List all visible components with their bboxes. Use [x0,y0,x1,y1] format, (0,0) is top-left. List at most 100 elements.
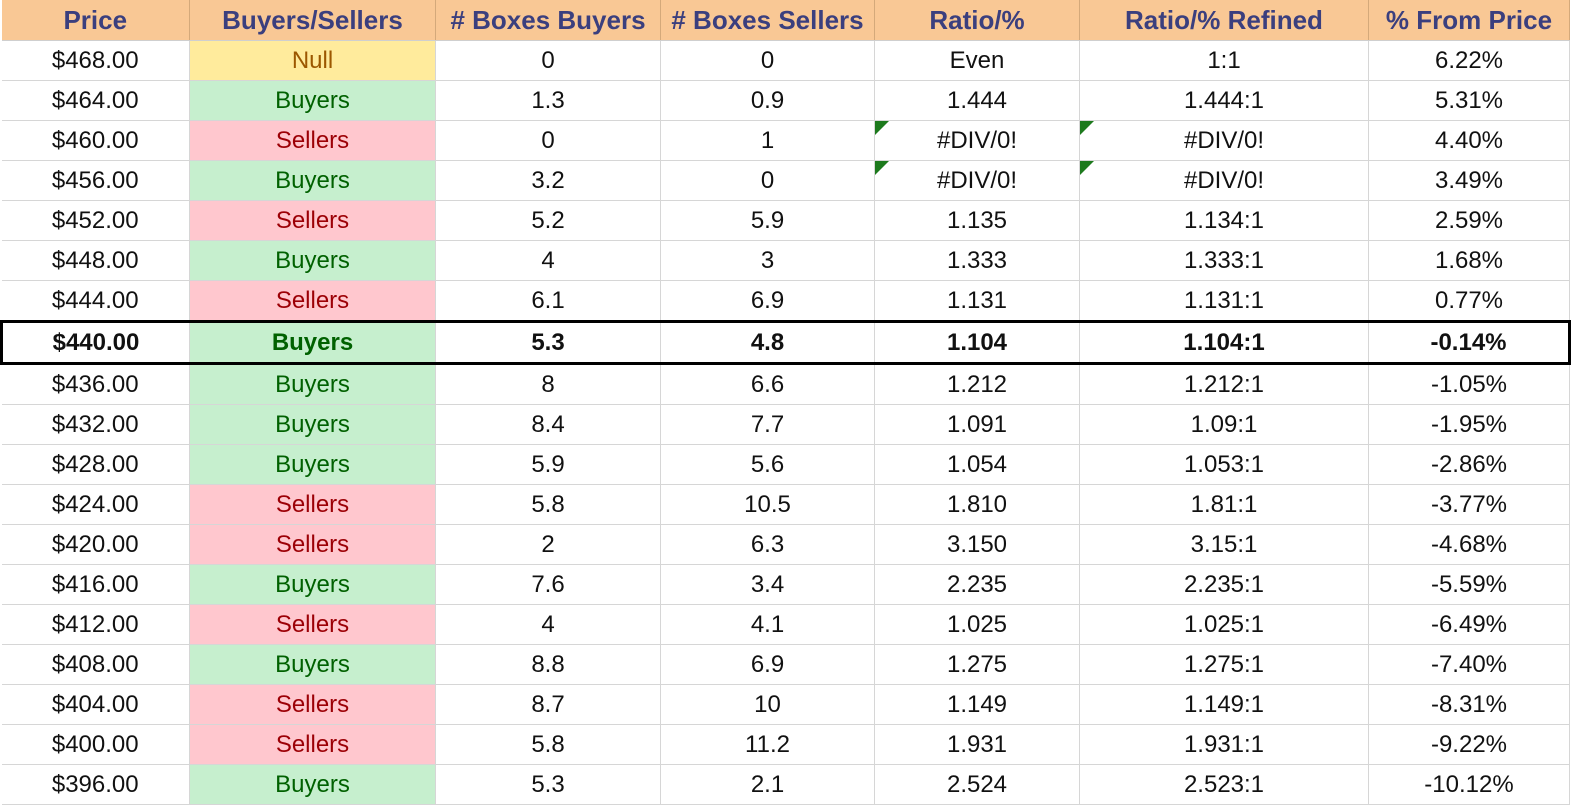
header-boxes-buyers[interactable]: # Boxes Buyers [435,0,661,41]
ratio-cell[interactable]: 2.235 [874,564,1080,605]
boxes-buyers-cell[interactable]: 8.4 [435,404,661,445]
price-cell[interactable]: $400.00 [1,724,190,765]
from-price-cell[interactable]: 1.68% [1368,240,1570,281]
buyers-sellers-cell[interactable]: Buyers [189,564,436,605]
ratio-cell[interactable]: 1.091 [874,404,1080,445]
ratio-refined-cell[interactable]: 3.15:1 [1079,524,1369,565]
boxes-sellers-cell[interactable]: 6.3 [660,524,875,565]
error-indicator-icon[interactable] [875,161,889,175]
ratio-refined-cell[interactable]: 1.149:1 [1079,684,1369,725]
ratio-refined-cell[interactable]: 2.235:1 [1079,564,1369,605]
price-cell[interactable]: $420.00 [1,524,190,565]
buyers-sellers-cell[interactable]: Sellers [189,724,436,765]
boxes-buyers-cell[interactable]: 6.1 [435,280,661,322]
price-cell[interactable]: $396.00 [1,764,190,805]
error-indicator-icon[interactable] [875,121,889,135]
ratio-refined-cell[interactable]: 1.025:1 [1079,604,1369,645]
ratio-refined-cell[interactable]: 1.134:1 [1079,200,1369,241]
boxes-sellers-cell[interactable]: 6.9 [660,644,875,685]
price-cell[interactable]: $428.00 [1,444,190,485]
buyers-sellers-cell[interactable]: Buyers [189,320,436,365]
buyers-sellers-cell[interactable]: Buyers [189,80,436,121]
buyers-sellers-cell[interactable]: Sellers [189,604,436,645]
from-price-cell[interactable]: -1.05% [1368,363,1570,405]
buyers-sellers-cell[interactable]: Buyers [189,764,436,805]
buyers-sellers-cell[interactable]: Sellers [189,280,436,322]
error-indicator-icon[interactable] [1080,121,1094,135]
ratio-cell[interactable]: 1.149 [874,684,1080,725]
boxes-buyers-cell[interactable]: 2 [435,524,661,565]
ratio-refined-cell[interactable]: 1.104:1 [1079,320,1369,365]
ratio-cell[interactable]: 1.333 [874,240,1080,281]
buyers-sellers-cell[interactable]: Sellers [189,684,436,725]
from-price-cell[interactable]: -9.22% [1368,724,1570,765]
ratio-refined-cell[interactable]: #DIV/0! [1079,120,1369,161]
ratio-refined-cell[interactable]: 1.053:1 [1079,444,1369,485]
boxes-buyers-cell[interactable]: 0 [435,120,661,161]
buyers-sellers-cell[interactable]: Null [189,40,436,81]
boxes-sellers-cell[interactable]: 6.6 [660,363,875,405]
boxes-buyers-cell[interactable]: 5.9 [435,444,661,485]
ratio-refined-cell[interactable]: 1:1 [1079,40,1369,81]
boxes-buyers-cell[interactable]: 8.7 [435,684,661,725]
ratio-refined-cell[interactable]: 2.523:1 [1079,764,1369,805]
price-cell[interactable]: $408.00 [1,644,190,685]
boxes-sellers-cell[interactable]: 10.5 [660,484,875,525]
from-price-cell[interactable]: -10.12% [1368,764,1570,805]
boxes-buyers-cell[interactable]: 1.3 [435,80,661,121]
price-cell[interactable]: $404.00 [1,684,190,725]
boxes-sellers-cell[interactable]: 0 [660,160,875,201]
from-price-cell[interactable]: 3.49% [1368,160,1570,201]
boxes-sellers-cell[interactable]: 11.2 [660,724,875,765]
ratio-cell[interactable]: #DIV/0! [874,160,1080,201]
boxes-buyers-cell[interactable]: 0 [435,40,661,81]
price-cell[interactable]: $416.00 [1,564,190,605]
header-ratio[interactable]: Ratio/% [874,0,1080,41]
boxes-buyers-cell[interactable]: 5.2 [435,200,661,241]
from-price-cell[interactable]: 2.59% [1368,200,1570,241]
header-boxes-sellers[interactable]: # Boxes Sellers [660,0,875,41]
header-price[interactable]: Price [1,0,190,41]
boxes-buyers-cell[interactable]: 8 [435,363,661,405]
error-indicator-icon[interactable] [1080,161,1094,175]
boxes-buyers-cell[interactable]: 4 [435,240,661,281]
from-price-cell[interactable]: -7.40% [1368,644,1570,685]
ratio-refined-cell[interactable]: 1.131:1 [1079,280,1369,322]
boxes-buyers-cell[interactable]: 7.6 [435,564,661,605]
from-price-cell[interactable]: -1.95% [1368,404,1570,445]
price-cell[interactable]: $440.00 [0,320,190,365]
buyers-sellers-cell[interactable]: Sellers [189,484,436,525]
ratio-cell[interactable]: 1.931 [874,724,1080,765]
ratio-cell[interactable]: 1.104 [874,320,1080,365]
ratio-cell[interactable]: 1.025 [874,604,1080,645]
ratio-cell[interactable]: #DIV/0! [874,120,1080,161]
price-cell[interactable]: $456.00 [1,160,190,201]
ratio-refined-cell[interactable]: 1.09:1 [1079,404,1369,445]
buyers-sellers-cell[interactable]: Sellers [189,120,436,161]
ratio-refined-cell[interactable]: #DIV/0! [1079,160,1369,201]
ratio-refined-cell[interactable]: 1.275:1 [1079,644,1369,685]
boxes-buyers-cell[interactable]: 4 [435,604,661,645]
price-cell[interactable]: $444.00 [1,280,190,322]
ratio-cell[interactable]: Even [874,40,1080,81]
ratio-cell[interactable]: 1.135 [874,200,1080,241]
ratio-refined-cell[interactable]: 1.81:1 [1079,484,1369,525]
ratio-refined-cell[interactable]: 1.333:1 [1079,240,1369,281]
buyers-sellers-cell[interactable]: Buyers [189,160,436,201]
from-price-cell[interactable]: -5.59% [1368,564,1570,605]
ratio-refined-cell[interactable]: 1.212:1 [1079,363,1369,405]
from-price-cell[interactable]: -8.31% [1368,684,1570,725]
ratio-cell[interactable]: 3.150 [874,524,1080,565]
price-cell[interactable]: $448.00 [1,240,190,281]
boxes-sellers-cell[interactable]: 0 [660,40,875,81]
buyers-sellers-cell[interactable]: Buyers [189,240,436,281]
price-cell[interactable]: $464.00 [1,80,190,121]
ratio-cell[interactable]: 1.444 [874,80,1080,121]
price-cell[interactable]: $432.00 [1,404,190,445]
price-cell[interactable]: $412.00 [1,604,190,645]
from-price-cell[interactable]: 0.77% [1368,280,1570,322]
boxes-sellers-cell[interactable]: 5.6 [660,444,875,485]
boxes-sellers-cell[interactable]: 3 [660,240,875,281]
price-cell[interactable]: $468.00 [1,40,190,81]
buyers-sellers-cell[interactable]: Buyers [189,644,436,685]
